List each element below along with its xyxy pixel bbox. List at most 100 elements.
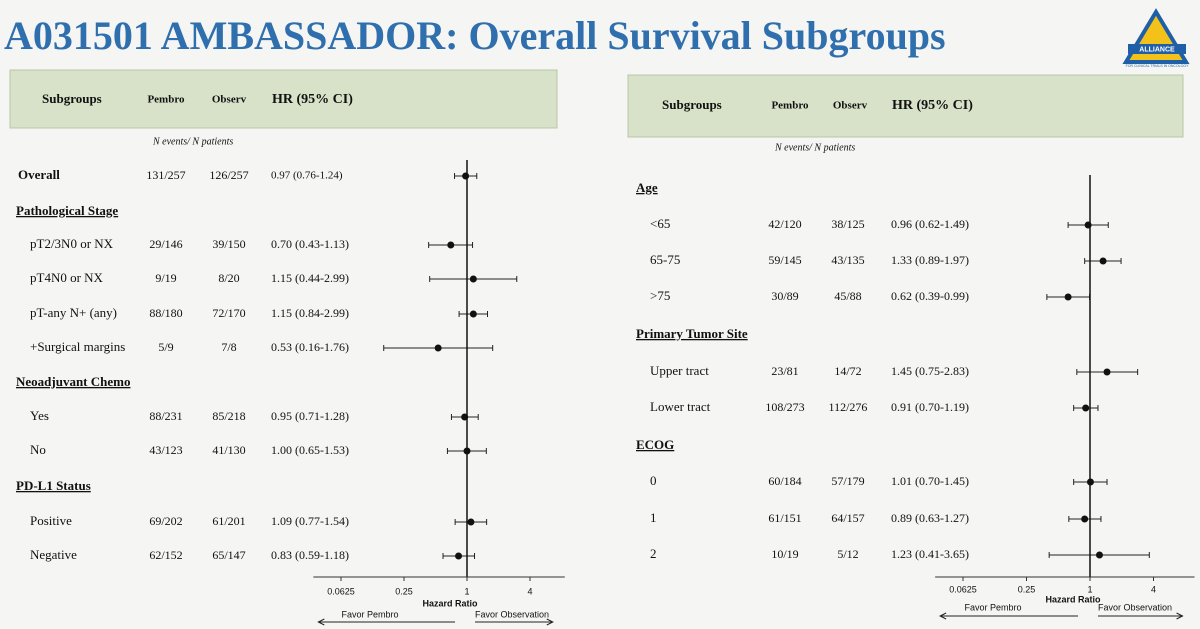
logo-name: ALLIANCE xyxy=(1139,46,1175,53)
pembro-cell: 42/120 xyxy=(768,217,801,231)
hr-point xyxy=(1103,368,1111,376)
section-label: PD-L1 Status xyxy=(16,478,91,493)
row-label: 0 xyxy=(650,473,657,488)
hr-point xyxy=(434,344,442,352)
section-label: Pathological Stage xyxy=(16,203,118,218)
hr-cell: 0.53 (0.16-1.76) xyxy=(271,340,349,354)
pembro-cell: 61/151 xyxy=(768,511,801,525)
hr-point xyxy=(455,552,463,560)
observ-cell: 39/150 xyxy=(212,237,245,251)
hr-point xyxy=(469,275,477,283)
hr-point xyxy=(1081,515,1089,523)
x-tick-label: 0.0625 xyxy=(949,584,977,594)
pembro-cell: 59/145 xyxy=(768,253,801,267)
hr-cell: 1.15 (0.84-2.99) xyxy=(271,306,349,320)
row-label: >75 xyxy=(650,288,670,303)
row-label: Overall xyxy=(18,167,60,182)
hr-point xyxy=(1082,404,1090,412)
hr-cell: 0.97 (0.76-1.24) xyxy=(271,170,343,182)
x-tick-label: 1 xyxy=(1087,584,1092,594)
hr-cell: 1.45 (0.75-2.83) xyxy=(891,364,969,378)
observ-cell: 57/179 xyxy=(831,474,864,488)
row-label: Negative xyxy=(30,547,77,562)
pembro-cell: 9/19 xyxy=(155,271,176,285)
column-header: HR (95% CI) xyxy=(272,92,353,107)
pembro-cell: 10/19 xyxy=(771,547,798,561)
logo: ALLIANCE FOR CLINICAL TRIALS IN ONCOLOGY xyxy=(1122,8,1190,68)
hr-point xyxy=(1099,257,1107,265)
hr-point xyxy=(467,518,475,526)
observ-cell: 64/157 xyxy=(831,511,864,525)
hr-cell: 0.89 (0.63-1.27) xyxy=(891,511,969,525)
column-header: Observ xyxy=(212,94,247,106)
pembro-cell: 23/81 xyxy=(771,364,798,378)
favor-left: Favor Pembro xyxy=(341,609,398,619)
row-label: No xyxy=(30,442,46,457)
row-label: 65-75 xyxy=(650,252,680,267)
row-label: 2 xyxy=(650,546,657,561)
hr-point xyxy=(462,172,470,180)
observ-cell: 65/147 xyxy=(212,548,245,562)
arrow-right xyxy=(1098,612,1184,620)
hr-cell: 1.01 (0.70-1.45) xyxy=(891,474,969,488)
hr-cell: 1.33 (0.89-1.97) xyxy=(891,253,969,267)
row-label: +Surgical margins xyxy=(30,339,125,354)
row-label: pT-any N+ (any) xyxy=(30,305,117,320)
observ-cell: 112/276 xyxy=(829,400,868,414)
x-tick-label: 4 xyxy=(527,586,532,596)
column-header: Pembro xyxy=(771,100,809,112)
row-label: pT2/3N0 or NX xyxy=(30,236,114,251)
hr-point xyxy=(447,241,455,249)
hr-cell: 0.95 (0.71-1.28) xyxy=(271,409,349,423)
x-tick-label: 0.25 xyxy=(395,586,413,596)
row-label: 1 xyxy=(650,510,657,525)
observ-cell: 85/218 xyxy=(212,409,245,423)
row-label: Lower tract xyxy=(650,399,711,414)
section-label: Primary Tumor Site xyxy=(636,326,748,341)
observ-cell: 45/88 xyxy=(834,289,861,303)
observ-cell: 8/20 xyxy=(218,271,239,285)
hr-cell: 1.09 (0.77-1.54) xyxy=(271,514,349,528)
observ-cell: 14/72 xyxy=(834,364,861,378)
hr-cell: 0.91 (0.70-1.19) xyxy=(891,400,969,414)
observ-cell: 7/8 xyxy=(221,340,236,354)
x-tick-label: 1 xyxy=(464,586,469,596)
row-label: Yes xyxy=(30,408,49,423)
logo-tagline: FOR CLINICAL TRIALS IN ONCOLOGY xyxy=(1126,64,1189,68)
pembro-cell: 131/257 xyxy=(146,168,185,182)
pembro-cell: 29/146 xyxy=(149,237,182,251)
logo-band xyxy=(1128,44,1186,54)
section-label: Neoadjuvant Chemo xyxy=(16,374,130,389)
hr-point xyxy=(469,310,477,318)
slide-title: A031501 AMBASSADOR: Overall Survival Sub… xyxy=(4,13,946,58)
hr-point xyxy=(1095,551,1103,559)
pembro-cell: 69/202 xyxy=(149,514,182,528)
column-header: Observ xyxy=(833,100,868,112)
pembro-cell: 108/273 xyxy=(765,400,804,414)
column-header: Pembro xyxy=(147,94,185,106)
axis-title: Hazard Ratio xyxy=(422,598,478,608)
observ-cell: 61/201 xyxy=(212,514,245,528)
hr-cell: 0.70 (0.43-1.13) xyxy=(271,237,349,251)
pembro-cell: 88/180 xyxy=(149,306,182,320)
pembro-cell: 62/152 xyxy=(149,548,182,562)
arrow-right xyxy=(475,618,554,626)
arrow-left xyxy=(317,618,455,626)
observ-cell: 126/257 xyxy=(209,168,248,182)
observ-cell: 43/135 xyxy=(831,253,864,267)
column-header: HR (95% CI) xyxy=(892,98,973,113)
observ-cell: 41/130 xyxy=(212,443,245,457)
favor-right: Favor Observation xyxy=(475,609,549,619)
row-label: <65 xyxy=(650,216,670,231)
favor-left: Favor Pembro xyxy=(964,602,1021,612)
pembro-cell: 5/9 xyxy=(158,340,173,354)
section-label: Age xyxy=(636,180,658,195)
axis-title: Hazard Ratio xyxy=(1045,594,1101,604)
arrow-left xyxy=(938,612,1078,620)
events-note: N events/ N patients xyxy=(774,142,855,153)
row-label: Positive xyxy=(30,513,72,528)
column-header: Subgroups xyxy=(42,91,102,106)
pembro-cell: 30/89 xyxy=(771,289,798,303)
observ-cell: 38/125 xyxy=(831,217,864,231)
